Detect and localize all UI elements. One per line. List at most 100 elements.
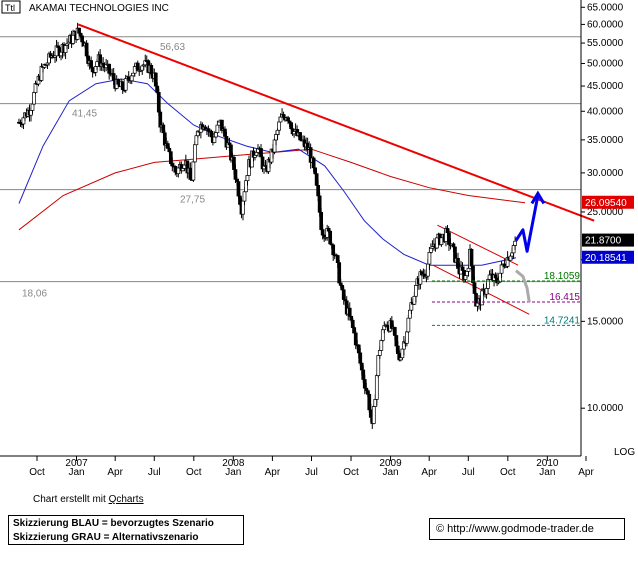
x-tick-label: Apr — [265, 467, 281, 478]
legend-gray-line: Skizzierung GRAU = Alternativszenario — [13, 532, 199, 543]
legend-blue-line: Skizzierung BLAU = bevorzugtes Szenario — [13, 518, 214, 529]
chart-header: Ttl AKAMAI TECHNOLOGIES INC LOG — [1, 0, 635, 458]
candles — [17, 22, 517, 429]
candle-body — [368, 409, 373, 418]
level-label: 18,06 — [22, 289, 47, 300]
x-tick-label: Jan — [225, 467, 241, 478]
x-tick-label: Oct — [343, 467, 359, 478]
candle-body — [427, 252, 432, 265]
candle-body — [406, 317, 411, 333]
target-label: 16.415 — [549, 292, 580, 303]
candle-body — [392, 327, 397, 336]
x-tick-label: Jan — [539, 467, 555, 478]
y-tick-label: 10.0000 — [587, 403, 624, 414]
candle-body — [371, 406, 376, 424]
price-tag-label: 20.18541 — [585, 253, 627, 264]
candle-body — [377, 350, 382, 356]
level-label: 56,63 — [160, 42, 185, 53]
candle-body — [469, 248, 474, 267]
candle-body — [472, 282, 477, 294]
scenarios — [514, 190, 546, 303]
channel-lower-line — [432, 264, 530, 315]
channel-upper-line — [437, 224, 519, 266]
candle-body — [466, 267, 471, 272]
candle-body — [245, 175, 250, 182]
candle-body — [414, 284, 418, 297]
candle-body — [191, 161, 196, 181]
target-label: 14.7241 — [544, 315, 581, 326]
price-tag-box — [582, 195, 634, 209]
scenario-gray-path — [515, 269, 531, 303]
downtrend-line-path — [77, 23, 595, 222]
price-tag-box — [582, 250, 634, 264]
created-with-note: Chart erstellt mit Qcharts — [33, 494, 144, 505]
y-tick-label: 15.0000 — [587, 316, 624, 327]
scale-label: LOG — [614, 447, 635, 458]
x-year-label: 2009 — [379, 458, 402, 469]
downtrend-line — [77, 23, 595, 222]
x-tick-label: Oct — [29, 467, 45, 478]
x-tick-label: Jul — [462, 467, 475, 478]
candle-body — [313, 167, 318, 175]
y-tick-label: 35.0000 — [587, 135, 624, 146]
symbol-label: Ttl — [5, 3, 15, 13]
created-prefix: Chart erstellt mit — [33, 494, 109, 505]
x-tick-label: Apr — [578, 467, 594, 478]
price-chart: 56,63 41,45 27,75 18,06 18.1059 16.415 14.724… — [0, 0, 635, 478]
scenario-blue-arrowhead — [530, 190, 546, 205]
x-tick-label: Jan — [68, 467, 84, 478]
candle-body — [328, 230, 333, 245]
candle-body — [242, 191, 247, 202]
axes — [0, 0, 582, 457]
candle-body — [71, 34, 75, 44]
level-label: 27,75 — [180, 195, 205, 206]
chart-title: AKAMAI TECHNOLOGIES INC — [29, 3, 169, 14]
y-tick-label: 60.0000 — [587, 19, 624, 30]
candle-body — [277, 121, 281, 131]
price-tag-label: 26.09540 — [585, 198, 627, 209]
horizontal-levels: 56,63 41,45 27,75 18,06 — [0, 36, 581, 300]
x-tick-label: Apr — [107, 467, 123, 478]
candle-body — [311, 157, 316, 169]
x-tick-label: Jul — [305, 467, 318, 478]
target-levels: 18.1059 16.415 14.7241 — [432, 271, 581, 326]
candle-body — [129, 75, 134, 82]
symbol-box — [1, 0, 21, 14]
candle-body — [405, 331, 409, 344]
scenario-legend: Skizzierung BLAU = bevorzugtes Szenario … — [8, 515, 244, 545]
candle-body — [513, 240, 517, 246]
x-tick-label: Jul — [148, 467, 161, 478]
y-tick-label: 30.0000 — [587, 168, 624, 179]
x-year-label: 2010 — [536, 458, 559, 469]
candle-body — [358, 352, 363, 364]
x-year-label: 2007 — [65, 458, 88, 469]
trend-channel — [432, 224, 530, 315]
y-tick-label: 50.0000 — [587, 58, 624, 69]
target-label: 18.1059 — [544, 271, 581, 282]
candle-body — [90, 67, 95, 73]
x-tick-label: Apr — [421, 467, 437, 478]
x-tick-label: Jan — [382, 467, 398, 478]
candle-body — [156, 92, 161, 113]
credit-link[interactable]: © http://www.godmode-trader.de — [429, 518, 625, 540]
price-tag-label: 21.8700 — [585, 236, 622, 247]
scenario-blue-path — [514, 195, 540, 253]
candle-body — [77, 27, 81, 34]
candle-body — [374, 375, 379, 400]
candle-body — [167, 148, 172, 153]
y-tick-label: 55.0000 — [587, 38, 624, 49]
x-tick-label: Oct — [186, 467, 202, 478]
y-tick-label: 45.0000 — [587, 81, 624, 92]
y-tick-label: 65.0000 — [587, 2, 624, 13]
candle-body — [347, 307, 352, 317]
candle-body — [89, 60, 93, 68]
plot-area — [0, 0, 581, 456]
x-tick-label: Oct — [500, 467, 516, 478]
candle-body — [429, 247, 433, 253]
candle-body — [176, 167, 181, 175]
y-tick-label: 25.0000 — [587, 207, 624, 218]
price-tags: 26.09540 21.8700 20.18541 — [582, 195, 634, 264]
x-year-label: 2008 — [222, 458, 245, 469]
qcharts-link[interactable]: Qcharts — [108, 494, 144, 505]
